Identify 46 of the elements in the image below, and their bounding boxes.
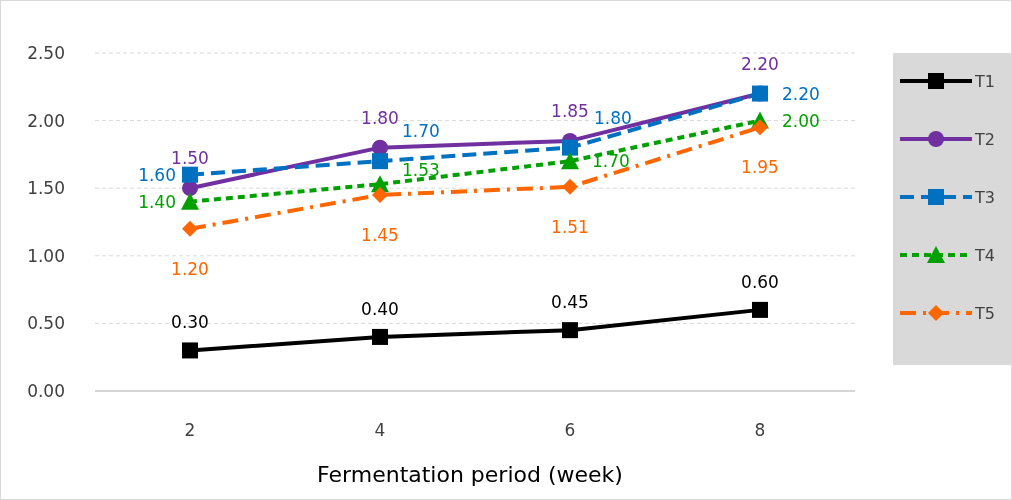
data-label: 1.51: [551, 216, 589, 237]
point: [372, 328, 388, 345]
data-label: 1.95: [741, 157, 779, 178]
data-label: 0.45: [551, 292, 589, 313]
y-tick-label: 1.50: [27, 178, 65, 199]
legend-label: T1: [974, 71, 995, 91]
data-label: 2.20: [782, 83, 820, 104]
legend-label: T4: [974, 245, 995, 265]
data-label: 1.45: [361, 224, 399, 245]
y-tick-label: 0.50: [27, 313, 65, 334]
data-label: 0.40: [361, 298, 399, 319]
data-label: 2.20: [741, 53, 779, 74]
data-label: 1.40: [138, 191, 176, 212]
y-tick-label: 1.00: [27, 245, 65, 266]
x-tick-label: 8: [754, 420, 766, 440]
x-tick-label: 6: [564, 420, 576, 440]
point: [182, 220, 198, 237]
data-label: 0.30: [171, 312, 209, 333]
data-label: 1.85: [551, 100, 589, 121]
point: [752, 119, 768, 136]
x-tick-label: 2: [184, 420, 196, 440]
point: [182, 342, 198, 359]
x-axis-title: Fermentation period (week): [317, 462, 623, 487]
data-label: 2.00: [782, 110, 820, 131]
point: [562, 322, 578, 339]
data-label: 1.20: [171, 258, 209, 279]
legend-label: T5: [974, 303, 995, 323]
point: [562, 139, 578, 156]
y-tick-label: 0.00: [27, 380, 65, 401]
point: [372, 153, 388, 170]
data-label: 1.80: [361, 107, 399, 128]
x-tick-label: 4: [374, 420, 386, 440]
y-tick-label: 2.50: [27, 42, 65, 63]
data-label: 1.53: [402, 160, 440, 181]
point: [372, 186, 388, 203]
y-tick-label: 2.00: [27, 110, 65, 131]
data-label: 1.80: [594, 107, 632, 128]
legend-label: T3: [974, 187, 995, 207]
point: [561, 152, 579, 170]
point: [182, 166, 198, 183]
data-label: 1.70: [402, 121, 440, 142]
data-label: 0.60: [741, 271, 779, 292]
legend-label: T2: [974, 129, 995, 149]
point: [752, 301, 768, 318]
point: [181, 192, 199, 210]
point: [562, 178, 578, 195]
